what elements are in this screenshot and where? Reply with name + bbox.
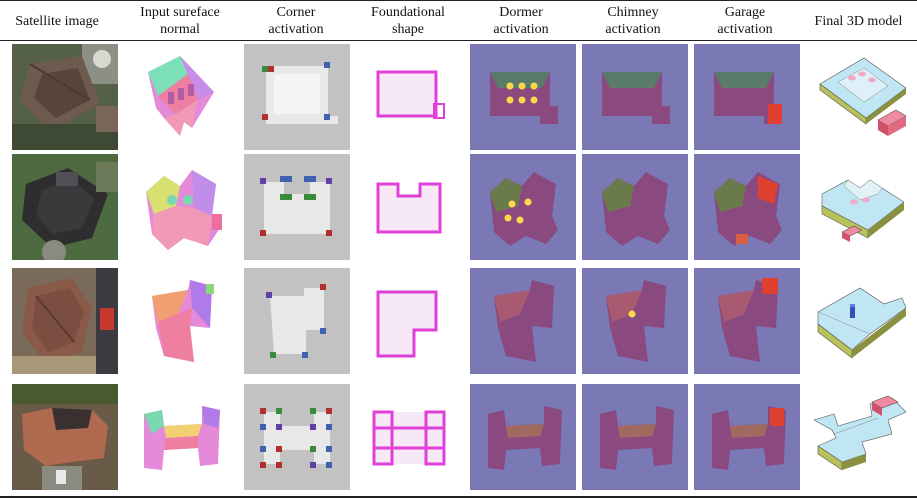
garage-activation-map [694, 154, 800, 260]
header-rule [0, 40, 917, 41]
chimney-activation-map [582, 268, 688, 374]
dormer-activation-map [470, 154, 576, 260]
chimney-activation-map [582, 44, 688, 150]
surface-normal-map [128, 384, 234, 490]
col-header-final-model: Final 3D model [814, 13, 903, 29]
satellite-image [12, 154, 118, 260]
col-header-chimney: Chimney activation [605, 5, 661, 37]
foundational-shape [356, 268, 462, 374]
bottom-rule [0, 496, 917, 498]
corner-activation-map [244, 154, 350, 260]
surface-normal-map [128, 268, 234, 374]
corner-activation-map [244, 44, 350, 150]
col-header-dormer: Dormer activation [493, 5, 549, 37]
surface-normal-map [128, 44, 234, 150]
final-3d-model [808, 384, 914, 490]
satellite-image [12, 44, 118, 150]
col-header-corner: Corner activation [268, 5, 324, 37]
garage-activation-map [694, 44, 800, 150]
garage-activation-map [694, 384, 800, 490]
satellite-image [12, 384, 118, 490]
satellite-image [12, 268, 118, 374]
chimney-activation-map [582, 384, 688, 490]
final-3d-model [808, 44, 914, 150]
dormer-activation-map [470, 384, 576, 490]
final-3d-model [808, 154, 914, 260]
col-header-surface-normal: Input sureface normal [140, 5, 220, 37]
foundational-shape [356, 154, 462, 260]
foundational-shape [356, 44, 462, 150]
surface-normal-map [128, 154, 234, 260]
corner-activation-map [244, 384, 350, 490]
garage-activation-map [694, 268, 800, 374]
col-header-satellite: Satellite image [15, 13, 99, 29]
dormer-activation-map [470, 268, 576, 374]
corner-activation-map [244, 268, 350, 374]
col-header-foundation: Foundational shape [371, 5, 445, 37]
chimney-activation-map [582, 154, 688, 260]
foundational-shape [356, 384, 462, 490]
top-rule [0, 0, 917, 1]
final-3d-model [808, 268, 914, 374]
col-header-garage: Garage activation [717, 5, 773, 37]
dormer-activation-map [470, 44, 576, 150]
